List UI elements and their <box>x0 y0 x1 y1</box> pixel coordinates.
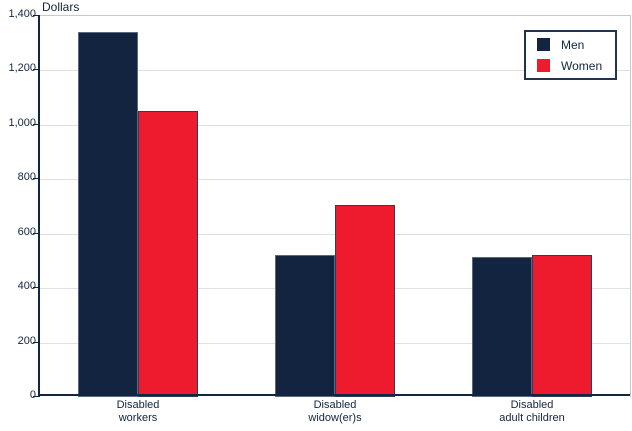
y-axis-tick-label: 1,200 <box>8 62 36 74</box>
y-axis-tick-label: 800 <box>17 171 36 183</box>
legend-swatch-women <box>537 59 550 72</box>
plot-area <box>40 15 631 397</box>
legend-label: Men <box>561 37 585 52</box>
y-axis-tick <box>33 342 40 343</box>
y-axis-tick <box>33 178 40 179</box>
bar-women <box>138 111 198 397</box>
y-axis-tick-label: 400 <box>17 280 36 292</box>
bar-women <box>532 255 592 397</box>
bar-women <box>335 205 395 397</box>
y-axis-tick-label: 1,000 <box>8 117 36 129</box>
y-axis-tick-label: 1,400 <box>8 8 36 20</box>
legend-label: Women <box>561 58 603 73</box>
legend-item: Women <box>537 59 615 73</box>
category-label: Disabled adult children <box>499 399 565 424</box>
legend: Men Women <box>524 30 617 80</box>
bar-men <box>275 255 335 397</box>
category-label: Disabled widow(er)s <box>308 399 362 424</box>
legend-item: Men <box>537 38 615 52</box>
y-axis-tick <box>33 15 40 16</box>
y-axis-tick-label: 600 <box>17 226 36 238</box>
y-axis-tick-label: 200 <box>17 335 36 347</box>
gridline <box>40 70 630 71</box>
y-axis-tick <box>33 396 40 397</box>
y-axis-unit-label: Dollars <box>42 0 80 14</box>
bar-men <box>472 257 532 397</box>
y-axis-tick <box>33 124 40 125</box>
x-axis-line <box>38 394 630 396</box>
y-axis-tick <box>33 233 40 234</box>
y-axis-tick-label: 0 <box>29 389 36 401</box>
y-axis-tick <box>33 287 40 288</box>
bar-men <box>78 32 138 397</box>
y-axis-tick <box>33 69 40 70</box>
gridline <box>40 125 630 126</box>
category-label: Disabled workers <box>116 399 160 424</box>
y-axis-line <box>38 15 40 396</box>
gridline <box>40 179 630 180</box>
legend-swatch-men <box>537 38 550 51</box>
